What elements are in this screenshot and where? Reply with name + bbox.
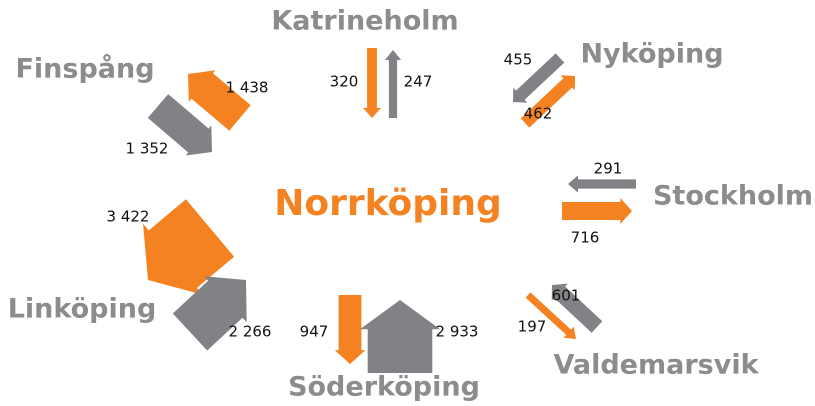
flow-value: 2 933 bbox=[436, 323, 479, 341]
place-label: Söderköping bbox=[288, 372, 480, 403]
flow-value: 1 438 bbox=[226, 79, 269, 97]
flow-arrow bbox=[525, 292, 576, 339]
place-label: Valdemarsvik bbox=[553, 350, 759, 381]
flow-arrow bbox=[384, 50, 402, 118]
flow-value: 291 bbox=[594, 160, 623, 178]
flow-value: 601 bbox=[552, 287, 581, 305]
flow-arrow bbox=[562, 198, 632, 224]
flow-value: 320 bbox=[330, 73, 359, 91]
flow-arrow bbox=[147, 94, 212, 156]
flow-value: 2 266 bbox=[229, 323, 272, 341]
flow-arrow bbox=[551, 283, 603, 333]
flow-arrow bbox=[363, 48, 381, 118]
place-label: Katrineholm bbox=[271, 6, 458, 37]
place-label: Linköping bbox=[8, 294, 157, 325]
flow-value: 1 352 bbox=[126, 140, 169, 158]
flow-arrow bbox=[143, 199, 235, 295]
flow-arrow bbox=[513, 53, 565, 103]
flow-value: 462 bbox=[524, 105, 553, 123]
flow-value: 947 bbox=[300, 323, 329, 341]
flow-arrow bbox=[188, 70, 251, 131]
place-label: Stockholm bbox=[653, 181, 813, 212]
flow-arrow bbox=[520, 75, 575, 128]
flow-arrow bbox=[568, 175, 636, 193]
place-label: Finspång bbox=[15, 53, 154, 85]
flow-value: 3 422 bbox=[107, 208, 150, 226]
flow-arrow bbox=[172, 276, 247, 351]
flow-value: 455 bbox=[504, 51, 533, 69]
center-label: Norrköping bbox=[274, 183, 502, 224]
place-label: Nyköping bbox=[580, 39, 723, 70]
flow-arrow bbox=[334, 295, 366, 364]
flow-value: 247 bbox=[404, 73, 433, 91]
flow-value: 197 bbox=[518, 318, 547, 336]
flow-arrow bbox=[360, 300, 440, 373]
flow-value: 716 bbox=[571, 229, 600, 247]
